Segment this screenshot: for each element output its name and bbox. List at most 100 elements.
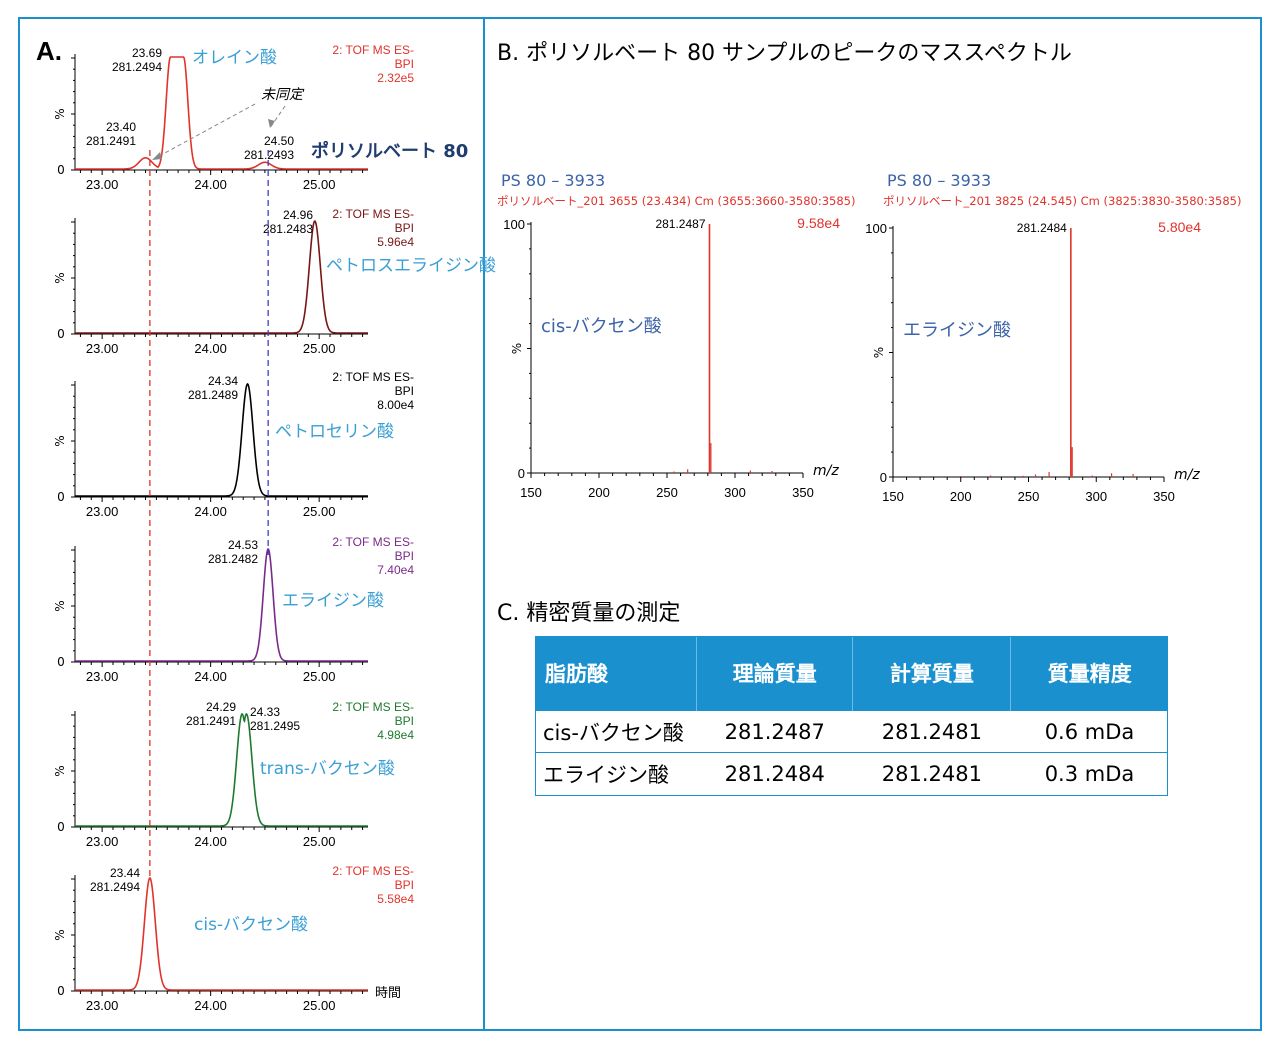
y-axis-label: % <box>53 108 67 119</box>
trace-header: BPI <box>395 714 414 728</box>
x-tick-label: 250 <box>1018 489 1040 504</box>
y-tick-label: 0 <box>57 490 65 504</box>
y-tick-label: 0 <box>57 327 65 341</box>
x-tick-label: 23.00 <box>86 669 119 684</box>
trace-header: BPI <box>395 221 414 235</box>
x-tick-label: 23.00 <box>86 834 119 849</box>
trace-line <box>75 712 368 827</box>
mass-spectra: PS 80 – 3933 ポリソルベート_201 3655 (23.434) Cm… <box>497 171 1241 504</box>
table-cell: 281.2484 <box>696 752 853 794</box>
compound-label: エライジン酸 <box>903 320 1011 341</box>
y-tick-label: 0 <box>57 820 65 834</box>
trace-header: 5.96e4 <box>377 235 414 249</box>
y-tick-label: 0 <box>57 163 65 177</box>
polysorbate-label: ポリソルベート 80 <box>311 140 468 162</box>
x-tick-label: 24.00 <box>194 504 227 519</box>
compound-label: cis-バクセン酸 <box>194 915 308 935</box>
x-tick-label: 24.00 <box>194 834 227 849</box>
y-axis-label: % <box>510 343 524 354</box>
table-header: 計算質量 <box>852 636 1012 711</box>
y-tick-label: 0 <box>518 466 525 481</box>
table-header: 質量精度 <box>1010 636 1168 711</box>
trace-header: 2: TOF MS ES- <box>332 700 414 714</box>
peak-annotation: 23.69 <box>132 46 162 60</box>
peak-annotation: 23.40 <box>106 120 136 134</box>
x-tick-label: 23.00 <box>86 504 119 519</box>
peak-annotation: 23.44 <box>110 866 140 880</box>
y-tick-label: 0 <box>57 984 65 998</box>
x-tick-label: 150 <box>520 485 542 500</box>
peak-annotation: 281.2482 <box>208 552 258 566</box>
x-tick-label: 24.00 <box>194 998 227 1013</box>
trace-header: 2: TOF MS ES- <box>332 207 414 221</box>
trace-header: 8.00e4 <box>377 398 414 412</box>
x-tick-label: 24.00 <box>194 177 227 192</box>
table-cell: 281.2487 <box>696 710 853 753</box>
mass-spectrum-1: PS 80 – 3933 ポリソルベート_201 3655 (23.434) Cm… <box>497 171 855 500</box>
intensity-label: 9.58e4 <box>797 215 840 231</box>
table-cell: 0.3 mDa <box>1010 752 1168 794</box>
table-cell: cis-バクセン酸 <box>535 710 697 753</box>
trace-header: 2: TOF MS ES- <box>332 864 414 878</box>
outer-frame <box>18 17 1262 1031</box>
x-tick-label: 300 <box>1085 489 1107 504</box>
y-axis-label: % <box>53 929 67 940</box>
panel-c-title: C. 精密質量の測定 <box>497 601 680 626</box>
y-axis-label: % <box>872 347 886 358</box>
x-tick-label: 24.00 <box>194 669 227 684</box>
table-header: 脂肪酸 <box>535 636 698 711</box>
time-axis-label: 時間 <box>375 986 401 1001</box>
intensity-label: 5.80e4 <box>1158 219 1201 235</box>
peak-annotation: 281.2495 <box>250 719 300 733</box>
compound-label: ペトロセリン酸 <box>275 422 394 442</box>
trace-line <box>75 382 368 497</box>
base-peak-label: 281.2487 <box>655 217 705 231</box>
trace-header: BPI <box>395 384 414 398</box>
y-tick-label: 100 <box>865 221 887 236</box>
table-cell: 0.6 mDa <box>1010 710 1168 753</box>
y-tick-label: 0 <box>57 655 65 669</box>
trace-header: 2: TOF MS ES- <box>332 370 414 384</box>
x-tick-label: 200 <box>588 485 610 500</box>
trace-header: BPI <box>395 878 414 892</box>
panel-a-label: A. <box>36 36 62 66</box>
peak-annotation: 24.34 <box>208 374 238 388</box>
peak-annotation: 281.2491 <box>86 134 136 148</box>
trace-line <box>75 220 368 334</box>
x-tick-label: 25.00 <box>303 834 336 849</box>
trace-header: 2.32e5 <box>377 71 414 85</box>
table-cell: エライジン酸 <box>535 752 697 794</box>
panel-b-title: B. ポリソルベート 80 サンプルのピークのマススペクトル <box>497 41 1072 66</box>
trace-header: 5.58e4 <box>377 892 414 906</box>
x-tick-label: 200 <box>950 489 972 504</box>
trace-line <box>75 548 368 662</box>
trace-header: BPI <box>395 57 414 71</box>
x-tick-label: 24.00 <box>194 341 227 356</box>
peak-annotation: 24.50 <box>264 134 294 148</box>
table-cell: 281.2481 <box>852 752 1011 794</box>
accurate-mass-table: 脂肪酸 理論質量 計算質量 質量精度 cis-バクセン酸 281.2487 28… <box>535 636 1168 794</box>
arrow-head <box>152 152 162 160</box>
compound-label: エライジン酸 <box>282 591 384 611</box>
peak-annotation: 281.2491 <box>186 714 236 728</box>
x-tick-label: 150 <box>882 489 904 504</box>
table-header: 理論質量 <box>696 636 854 711</box>
unidentified-label: 未同定 <box>261 87 305 103</box>
x-tick-label: 350 <box>792 485 814 500</box>
table-row: cis-バクセン酸 281.2487 281.2481 0.6 mDa <box>535 710 1168 753</box>
x-tick-label: 350 <box>1153 489 1175 504</box>
peak-annotation: 24.29 <box>206 700 236 714</box>
trace-header: 2: TOF MS ES- <box>332 535 414 549</box>
table-header-row: 脂肪酸 理論質量 計算質量 質量精度 <box>535 636 1168 711</box>
x-tick-label: 25.00 <box>303 669 336 684</box>
trace-line <box>75 876 368 991</box>
x-tick-label: 300 <box>724 485 746 500</box>
table-row: エライジン酸 281.2484 281.2481 0.3 mDa <box>535 752 1168 794</box>
